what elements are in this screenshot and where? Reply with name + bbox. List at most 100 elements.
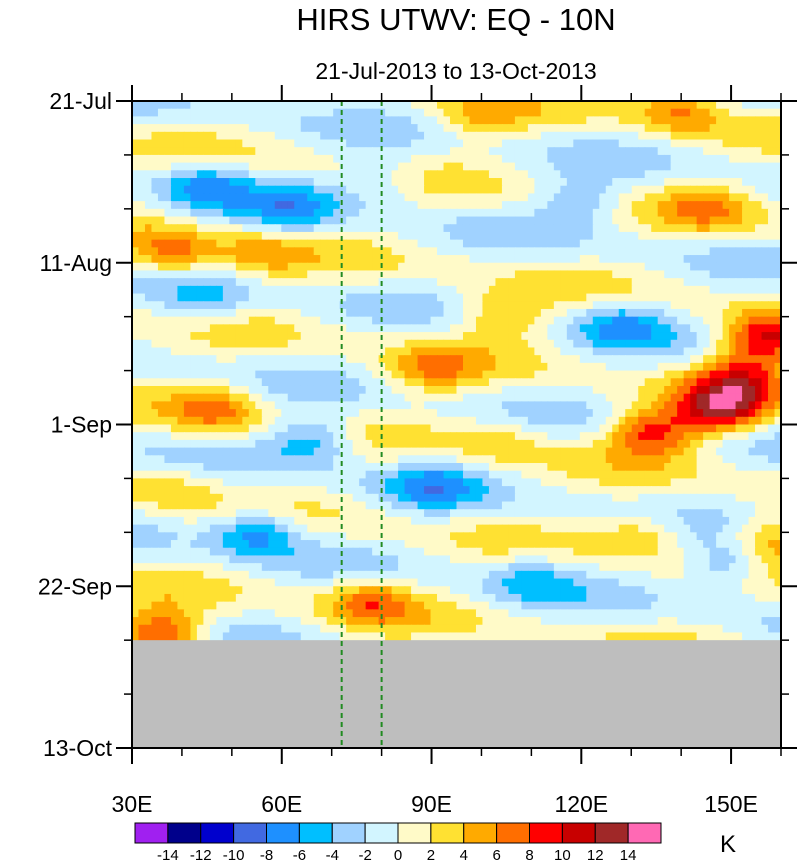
field-cell (547, 231, 555, 241)
field-cell (638, 301, 646, 310)
field-cell (768, 432, 776, 441)
field-cell (729, 355, 737, 364)
field-cell (274, 301, 282, 310)
field-cell (755, 424, 763, 433)
field-cell (203, 139, 211, 148)
field-cell (229, 447, 237, 457)
field-cell (716, 170, 724, 179)
field-cell (190, 262, 198, 272)
field-cell (170, 239, 179, 249)
field-cell (592, 432, 600, 441)
field-cell (560, 278, 568, 287)
field-cell (716, 355, 724, 364)
field-cell (346, 255, 354, 264)
field-cell (391, 154, 399, 164)
field-cell (625, 270, 633, 279)
field-cell (190, 332, 198, 341)
field-cell (592, 424, 600, 433)
field-cell (424, 447, 432, 457)
field-cell (339, 116, 347, 125)
field-cell (352, 231, 360, 241)
field-cell (521, 147, 529, 156)
field-cell (138, 455, 146, 464)
field-cell (521, 347, 529, 356)
field-cell (703, 370, 711, 379)
field-cell (527, 247, 536, 256)
field-cell (352, 332, 360, 341)
field-cell (521, 370, 529, 379)
field-cell (462, 463, 471, 472)
field-cell (514, 308, 523, 318)
field-cell (430, 278, 438, 287)
field-cell (183, 131, 192, 141)
field-cell (320, 185, 328, 195)
field-cell (690, 124, 698, 133)
field-cell (190, 208, 198, 218)
field-cell (527, 231, 536, 241)
field-cell (651, 409, 659, 418)
field-cell (560, 193, 568, 202)
field-cell (326, 439, 334, 449)
field-cell (761, 463, 769, 472)
field-cell (157, 101, 166, 110)
field-cell (586, 231, 594, 241)
field-cell (690, 355, 698, 364)
field-cell (164, 370, 172, 379)
field-cell (527, 455, 536, 464)
field-cell (651, 139, 659, 148)
field-cell (268, 439, 276, 449)
field-cell (268, 393, 276, 403)
field-cell (294, 339, 302, 349)
field-cell (170, 424, 179, 433)
field-cell (320, 201, 328, 210)
field-cell (566, 332, 575, 341)
field-cell (690, 478, 698, 487)
field-cell (690, 247, 698, 256)
field-cell (501, 293, 510, 302)
field-cell (735, 347, 743, 356)
field-cell (638, 324, 646, 333)
field-cell (294, 201, 302, 210)
field-cell (696, 470, 704, 480)
field-cell (709, 270, 717, 279)
field-cell (385, 432, 393, 441)
field-cell (365, 270, 373, 279)
field-cell (774, 247, 781, 256)
field-cell (566, 455, 575, 464)
field-cell (450, 139, 458, 148)
field-cell (274, 216, 282, 225)
field-cell (372, 193, 380, 202)
field-cell (313, 316, 321, 326)
field-cell (553, 416, 562, 426)
field-cell (586, 401, 594, 410)
field-cell (651, 308, 659, 318)
field-cell (352, 247, 360, 256)
field-cell (677, 385, 685, 395)
field-cell (443, 247, 451, 256)
field-cell (170, 231, 179, 241)
field-cell (157, 463, 166, 472)
field-cell (313, 131, 321, 141)
field-cell (144, 139, 153, 148)
field-cell (735, 308, 743, 318)
field-cell (359, 385, 367, 395)
field-cell (255, 409, 263, 418)
field-cell (209, 393, 218, 403)
field-cell (670, 355, 678, 364)
field-cell (703, 216, 711, 225)
field-cell (677, 147, 685, 156)
field-cell (274, 185, 282, 195)
field-cell (132, 270, 140, 279)
field-cell (729, 101, 737, 110)
field-cell (560, 447, 568, 457)
field-cell (729, 401, 737, 410)
field-cell (521, 224, 529, 233)
field-cell (696, 154, 704, 164)
field-cell (709, 447, 717, 457)
field-cell (729, 285, 737, 295)
field-cell (644, 255, 652, 264)
field-cell (482, 231, 490, 241)
field-cell (216, 324, 224, 333)
field-cell (690, 324, 698, 333)
field-cell (501, 239, 510, 249)
